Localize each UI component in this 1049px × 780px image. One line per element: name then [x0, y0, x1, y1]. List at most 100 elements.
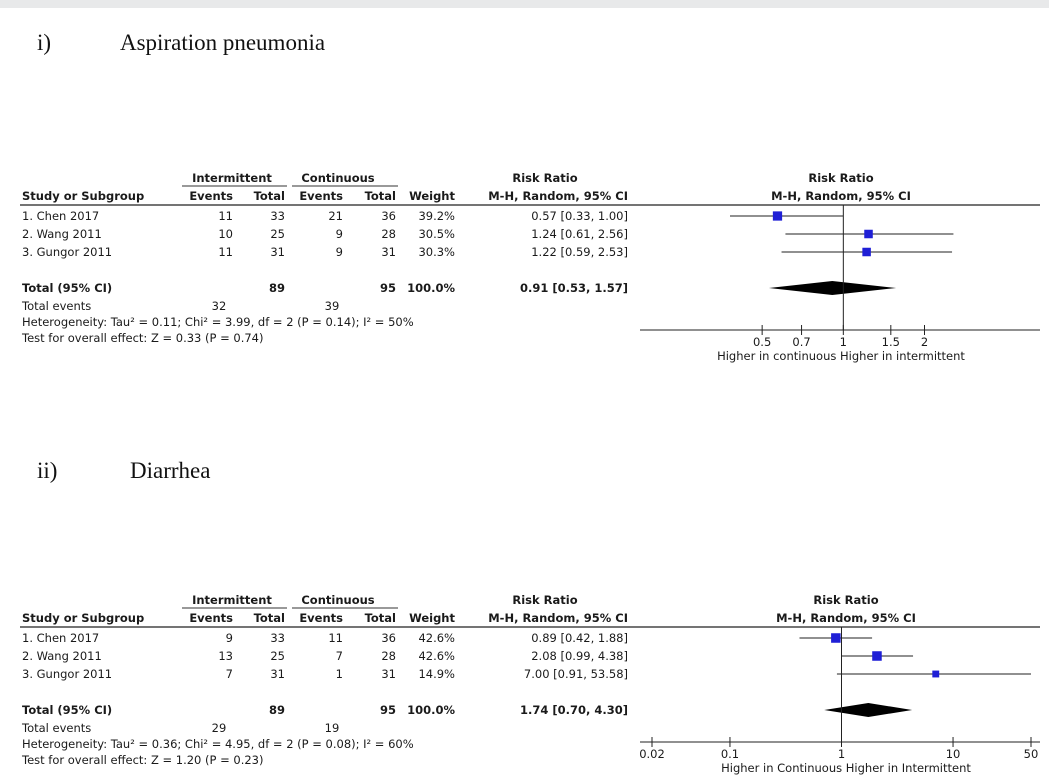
- total-continuous: 31: [381, 245, 396, 259]
- total-intermittent: 31: [270, 667, 285, 681]
- section-title-2: Diarrhea: [130, 458, 211, 483]
- col-weight: Weight: [409, 611, 455, 625]
- total-label: Total (95% CI): [22, 281, 112, 295]
- study-weight: 39.2%: [418, 209, 455, 223]
- study-ci: 1.22 [0.59, 2.53]: [531, 245, 628, 259]
- total-continuous: 36: [381, 209, 396, 223]
- col-weight: Weight: [409, 189, 455, 203]
- x-tick-label: 0.1: [721, 747, 739, 761]
- total-ci: 1.74 [0.70, 4.30]: [520, 703, 628, 717]
- events-continuous: 9: [336, 227, 343, 241]
- effect-header: Risk Ratio: [512, 593, 577, 607]
- x-tick-label: 0.02: [639, 747, 665, 761]
- total-n-intermittent: 89: [269, 281, 285, 295]
- total-label: Total (95% CI): [22, 703, 112, 717]
- group1-header: Intermittent: [192, 171, 272, 185]
- study-name: 3. Gungor 2011: [22, 667, 112, 681]
- study-name: 2. Wang 2011: [22, 227, 102, 241]
- events-continuous: 21: [328, 209, 343, 223]
- total-n-continuous: 95: [380, 281, 396, 295]
- col-total-2: Total: [365, 189, 396, 203]
- study-weight: 30.5%: [418, 227, 455, 241]
- study-marker: [831, 633, 841, 643]
- total-events-label: Total events: [21, 721, 91, 735]
- events-intermittent: 7: [226, 667, 233, 681]
- study-marker: [872, 651, 882, 661]
- study-marker: [864, 229, 873, 239]
- plot-header: Risk Ratio: [813, 593, 878, 607]
- total-events-continuous: 39: [325, 299, 340, 313]
- col-events-1: Events: [189, 189, 233, 203]
- group1-header: Intermittent: [192, 593, 272, 607]
- col-effect-sub: M-H, Random, 95% CI: [488, 611, 628, 625]
- total-ci: 0.91 [0.53, 1.57]: [520, 281, 628, 295]
- heterogeneity-text: Heterogeneity: Tau² = 0.11; Chi² = 3.99,…: [22, 315, 414, 329]
- total-n-intermittent: 89: [269, 703, 285, 717]
- col-total-1: Total: [254, 189, 285, 203]
- study-ci: 7.00 [0.91, 53.58]: [524, 667, 628, 681]
- total-intermittent: 25: [270, 227, 285, 241]
- x-tick-label: 0.5: [753, 335, 771, 349]
- total-intermittent: 33: [270, 209, 285, 223]
- events-intermittent: 11: [218, 209, 233, 223]
- events-continuous: 7: [336, 649, 343, 663]
- study-name: 1. Chen 2017: [22, 631, 99, 645]
- x-tick-label: 1.5: [882, 335, 900, 349]
- total-events-label: Total events: [21, 299, 91, 313]
- figure-sheet: i) Aspiration pneumonia Intermittent Cont…: [0, 8, 1049, 780]
- total-weight: 100.0%: [407, 281, 455, 295]
- col-effect-sub: M-H, Random, 95% CI: [488, 189, 628, 203]
- study-name: 3. Gungor 2011: [22, 245, 112, 259]
- total-events-continuous: 19: [325, 721, 340, 735]
- study-weight: 42.6%: [418, 631, 455, 645]
- x-tick-label: 1: [840, 335, 847, 349]
- total-n-continuous: 95: [380, 703, 396, 717]
- total-intermittent: 25: [270, 649, 285, 663]
- study-marker: [772, 211, 783, 221]
- events-intermittent: 11: [218, 245, 233, 259]
- total-continuous: 36: [381, 631, 396, 645]
- events-continuous: 1: [336, 667, 343, 681]
- total-intermittent: 31: [270, 245, 285, 259]
- group2-header: Continuous: [301, 171, 374, 185]
- favours-label: Higher in Continuous Higher in Intermitt…: [721, 761, 971, 775]
- col-events-2: Events: [299, 189, 343, 203]
- total-events-intermittent: 29: [212, 721, 227, 735]
- forest-plot-aspiration-pneumonia: Intermittent Continuous Risk Ratio Risk Rat…: [20, 171, 1040, 363]
- total-continuous: 28: [381, 227, 396, 241]
- study-ci: 1.24 [0.61, 2.56]: [531, 227, 628, 241]
- overall-effect-text: Test for overall effect: Z = 1.20 (P = 0…: [21, 753, 264, 767]
- study-weight: 14.9%: [418, 667, 455, 681]
- study-name: 1. Chen 2017: [22, 209, 99, 223]
- study-ci: 2.08 [0.99, 4.38]: [531, 649, 628, 663]
- study-weight: 30.3%: [418, 245, 455, 259]
- study-weight: 42.6%: [418, 649, 455, 663]
- total-continuous: 31: [381, 667, 396, 681]
- plot-header: Risk Ratio: [808, 171, 873, 185]
- events-continuous: 11: [328, 631, 343, 645]
- study-ci: 0.89 [0.42, 1.88]: [531, 631, 628, 645]
- events-continuous: 9: [336, 245, 343, 259]
- col-study: Study or Subgroup: [22, 611, 144, 625]
- study-marker: [862, 247, 871, 257]
- events-intermittent: 9: [226, 631, 233, 645]
- x-tick-label: 2: [921, 335, 928, 349]
- total-events-intermittent: 32: [212, 299, 227, 313]
- section-numeral-1: i): [37, 30, 52, 55]
- study-name: 2. Wang 2011: [22, 649, 102, 663]
- plot-subheader: M-H, Random, 95% CI: [776, 611, 916, 625]
- x-tick-label: 10: [946, 747, 961, 761]
- section-numeral-2: ii): [37, 458, 58, 483]
- events-intermittent: 13: [218, 649, 233, 663]
- pooled-diamond: [824, 703, 913, 717]
- heterogeneity-text: Heterogeneity: Tau² = 0.36; Chi² = 4.95,…: [22, 737, 414, 751]
- favours-label: Higher in continuous Higher in intermitt…: [717, 349, 965, 363]
- col-study: Study or Subgroup: [22, 189, 144, 203]
- plot-subheader: M-H, Random, 95% CI: [771, 189, 911, 203]
- study-ci: 0.57 [0.33, 1.00]: [531, 209, 628, 223]
- x-tick-label: 1: [838, 747, 845, 761]
- total-weight: 100.0%: [407, 703, 455, 717]
- effect-header: Risk Ratio: [512, 171, 577, 185]
- forest-plot-diarrhea: Intermittent Continuous Risk Ratio Risk Rat…: [20, 593, 1040, 775]
- col-events-1: Events: [189, 611, 233, 625]
